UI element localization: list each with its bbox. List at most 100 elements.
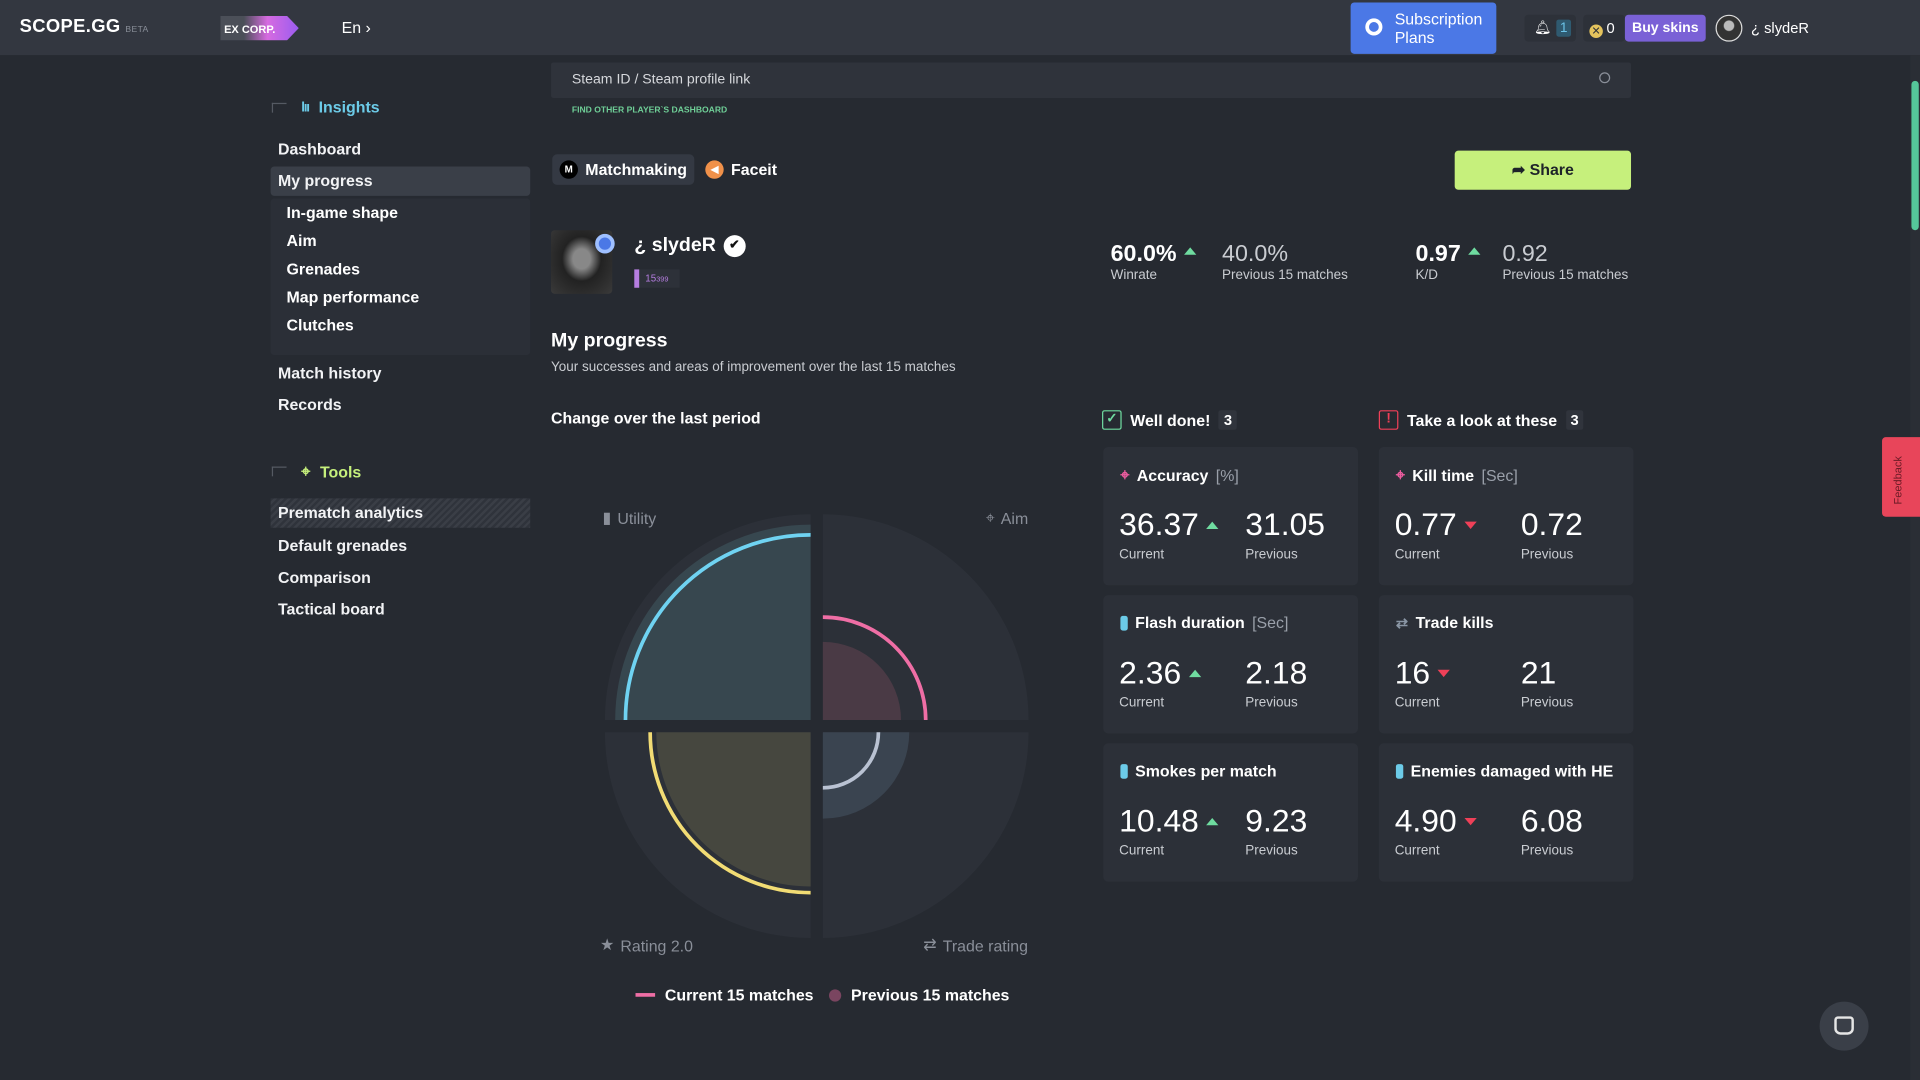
group-count: 3 (1565, 410, 1584, 430)
coin-count: 0 (1606, 19, 1615, 37)
faceit-icon: ◀ (705, 160, 724, 179)
search-icon[interactable] (1599, 72, 1611, 84)
card-title-text: Flash duration (1135, 613, 1245, 632)
kd-value: 0.97 (1415, 241, 1461, 267)
sidebar-item-default-grenades[interactable]: Default grenades (277, 536, 408, 555)
tab-matchmaking[interactable]: M Matchmaking (552, 154, 695, 185)
current-value: 10.48 (1119, 802, 1199, 839)
previous-label: Previous (1245, 695, 1298, 711)
metric-card[interactable]: Flash duration [Sec] 2.36 2.18 Current Previo… (1103, 595, 1358, 734)
partner-logo[interactable]: EX CORP. (220, 15, 299, 41)
current-value: 36.37 (1119, 505, 1199, 543)
user-avatar[interactable] (1715, 14, 1743, 42)
coins-balance[interactable]: ✕ 0 (1583, 14, 1625, 42)
winrate-prev-stat: 40.0% Previous 15 matches (1222, 241, 1348, 283)
axis-label-rating: ★ Rating 2.0 (600, 936, 693, 956)
logo[interactable]: SCOPE.GG BETA (20, 16, 149, 37)
subscription-plans-button[interactable]: Subscription Plans (1350, 2, 1497, 54)
tab-faceit[interactable]: ◀ Faceit (698, 154, 784, 185)
chat-button[interactable] (1819, 1001, 1869, 1051)
scrollbar-thumb[interactable] (1911, 80, 1919, 231)
winrate-label: Winrate (1110, 268, 1158, 283)
metric-card[interactable]: Enemies damaged with HE 4.90 6.08 Current Pr… (1378, 743, 1634, 882)
trend-up-icon (1188, 669, 1201, 678)
axis-label-text: Trade rating (942, 936, 1028, 955)
current-value-arc (822, 615, 928, 721)
chart-title: Change over the last period (551, 408, 761, 428)
sidebar-item-records[interactable]: Records (277, 395, 342, 414)
coin-icon: ✕ (1589, 24, 1603, 38)
current-value-arc (822, 732, 881, 790)
grenade-icon: ▮ (602, 508, 612, 527)
steam-icon[interactable]: ✔ (723, 235, 746, 258)
sidebar-item-aim[interactable]: Aim (286, 231, 317, 250)
card-unit: [%] (1215, 465, 1239, 485)
subscription-label: Subscription Plans (1394, 9, 1483, 47)
corner-decoration (271, 466, 287, 477)
previous-label: Previous (1520, 843, 1574, 859)
tools-title: Tools (319, 462, 362, 481)
search-input[interactable]: Steam ID / Steam profile link (551, 62, 1632, 98)
previous-value-sector (822, 732, 910, 819)
feedback-tab[interactable]: Feedback (1882, 437, 1920, 517)
kd-stat: 0.97 K/D (1416, 241, 1481, 283)
metric-card[interactable]: ⌖ Accuracy [%] 36.37 31.05 Current Previous (1103, 446, 1358, 586)
card-title: Flash duration [Sec] (1120, 613, 1289, 632)
current-label: Current (1119, 843, 1165, 859)
metric-card[interactable]: ⌖ Kill time [Sec] 0.77 0.72 Current Previous (1378, 446, 1634, 586)
profile-name: ¿ slydeR ✔ (634, 235, 746, 258)
share-icon: ➦ (1511, 160, 1526, 179)
sidebar-item-comparison[interactable]: Comparison (277, 568, 371, 587)
check-icon: ✓ (1102, 410, 1122, 430)
bell-icon: 🔔︎ (1534, 20, 1552, 36)
current-label: Current (1119, 547, 1165, 563)
current-value: 4.90 (1394, 802, 1457, 839)
corner-decoration (271, 102, 287, 113)
axis-label-aim: ⌖ Aim (986, 508, 1029, 528)
sidebar-item-prematch-analytics[interactable]: Prematch analytics (270, 498, 531, 528)
card-unit: [Sec] (1481, 465, 1518, 485)
language-label: En (341, 18, 362, 37)
sidebar-item-map-performance[interactable]: Map performance (286, 287, 420, 307)
chevron-right-icon: › (365, 18, 371, 37)
trend-up-icon (1206, 521, 1219, 529)
axis-label-text: Aim (1000, 508, 1029, 528)
sidebar-item-grenades[interactable]: Grenades (286, 259, 360, 278)
winrate-prev-value: 40.0% (1222, 241, 1289, 267)
crosshair-icon: ⌖ (1120, 465, 1130, 484)
sidebar-item-clutches[interactable]: Clutches (286, 315, 354, 335)
target-icon (1365, 18, 1383, 36)
page-title: My progress (551, 330, 668, 352)
sidebar-item-my-progress[interactable]: My progress (270, 166, 531, 196)
crosshair-icon: ⌖ (1395, 465, 1405, 484)
current-value-arc (623, 533, 811, 721)
card-title-text: Smokes per match (1135, 761, 1277, 781)
previous-value-sector (615, 524, 811, 721)
share-button[interactable]: ➦ Share (1454, 150, 1632, 190)
sidebar-item-dashboard[interactable]: Dashboard (277, 139, 362, 158)
rank-sub: 399 (656, 276, 669, 285)
kd-prev-stat: 0.92 Previous 15 matches (1502, 241, 1628, 283)
user-name[interactable]: ¿ slydeR (1751, 19, 1809, 37)
prev-label: Previous 15 matches (1222, 268, 1348, 283)
bar-chart-icon: lıı (301, 99, 310, 115)
prev-label: Previous 15 matches (1502, 268, 1629, 283)
winrate-value: 60.0% (1110, 241, 1177, 267)
metric-card[interactable]: ⇄ Trade kills 16 21 Current Previous (1378, 595, 1634, 734)
card-unit: [Sec] (1252, 613, 1289, 632)
card-title: ⇄ Trade kills (1396, 613, 1494, 631)
well-done-header: ✓ Well done! 3 (1102, 410, 1237, 430)
sidebar-item-in-game-shape[interactable]: In-game shape (286, 203, 398, 222)
language-selector[interactable]: En › (342, 18, 371, 36)
buy-skins-button[interactable]: Buy skins (1624, 14, 1706, 42)
trend-down-icon (1437, 669, 1450, 678)
legend-line-swatch (635, 993, 656, 997)
sidebar-item-tactical-board[interactable]: Tactical board (277, 600, 385, 619)
trade-arrows-icon: ⇄ (1395, 614, 1409, 632)
sidebar-item-match-history[interactable]: Match history (277, 363, 382, 383)
metric-card[interactable]: Smokes per match 10.48 9.23 Current Previous (1103, 743, 1358, 882)
scrollbar[interactable] (1910, 55, 1920, 1080)
star-icon: ★ (600, 935, 615, 954)
notifications-button[interactable]: 🔔︎ 1 (1524, 14, 1576, 42)
previous-label: Previous (1520, 695, 1574, 711)
